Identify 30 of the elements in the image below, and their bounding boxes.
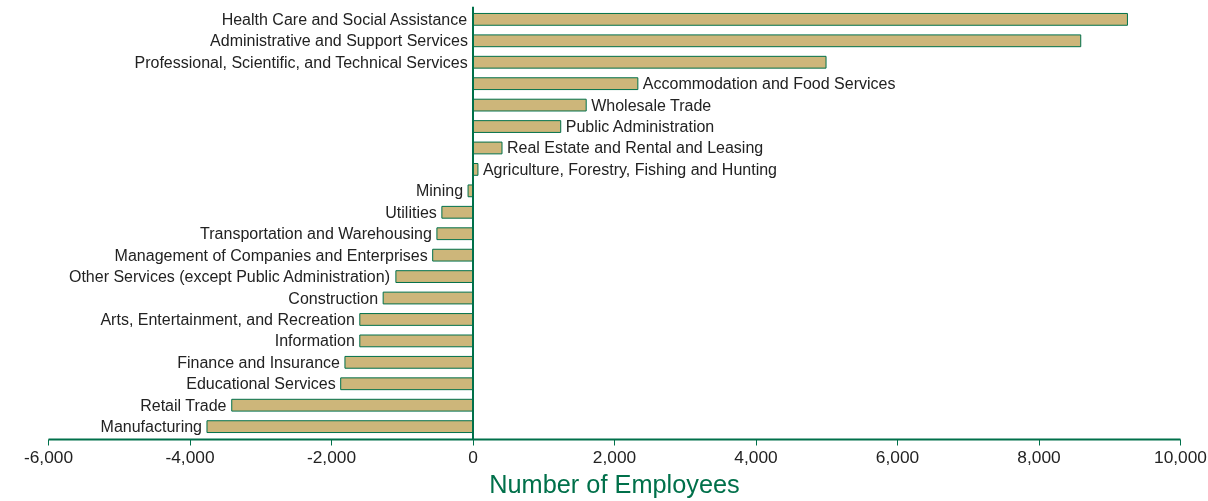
y-tick-label: Manufacturing — [100, 418, 202, 436]
y-tick-label: Agriculture, Forestry, Fishing and Hunting — [482, 160, 778, 178]
y-tick-label: Accommodation and Food Services — [642, 75, 896, 93]
x-tick-label: 8,000 — [1017, 446, 1061, 467]
y-tick-label: Administrative and Support Services — [210, 32, 469, 50]
y-tick-label: Construction — [288, 289, 379, 307]
y-tick-label: Educational Services — [186, 375, 336, 393]
x-tick-label: -6,000 — [23, 446, 74, 467]
y-tick-label: Other Services (except Public Administration) — [68, 268, 390, 286]
y-tick-label: Arts, Entertainment, and Recreation — [100, 310, 355, 328]
y-tick-label: Wholesale Trade — [591, 96, 712, 114]
y-tick-label: Public Administration — [565, 118, 715, 136]
x-tick-label: -4,000 — [165, 446, 215, 467]
y-tick-label: Utilities — [385, 203, 437, 221]
y-tick-label: Finance and Insurance — [177, 353, 341, 371]
y-tick-label: Transportation and Warehousing — [200, 225, 432, 243]
x-tick-label: 2,000 — [592, 446, 637, 467]
y-tick-label: Management of Companies and Enterprises — [114, 246, 428, 264]
y-tick-label: Health Care and Social Assistance — [221, 10, 468, 28]
x-tick-label: 4,000 — [734, 446, 778, 467]
x-axis-title: Number of Employees — [489, 469, 740, 498]
x-tick-label: 0 — [468, 446, 478, 467]
y-tick-label: Mining — [415, 182, 464, 200]
x-tick-label: 6,000 — [875, 446, 920, 467]
y-tick-label: Information — [274, 332, 355, 350]
x-tick-label: 10,000 — [1154, 446, 1207, 467]
y-tick-label: Retail Trade — [140, 396, 227, 414]
x-tick-label: -2,000 — [306, 446, 357, 467]
y-tick-label: Real Estate and Rental and Leasing — [507, 139, 764, 157]
y-tick-label: Professional, Scientific, and Technical Services — [134, 53, 468, 71]
